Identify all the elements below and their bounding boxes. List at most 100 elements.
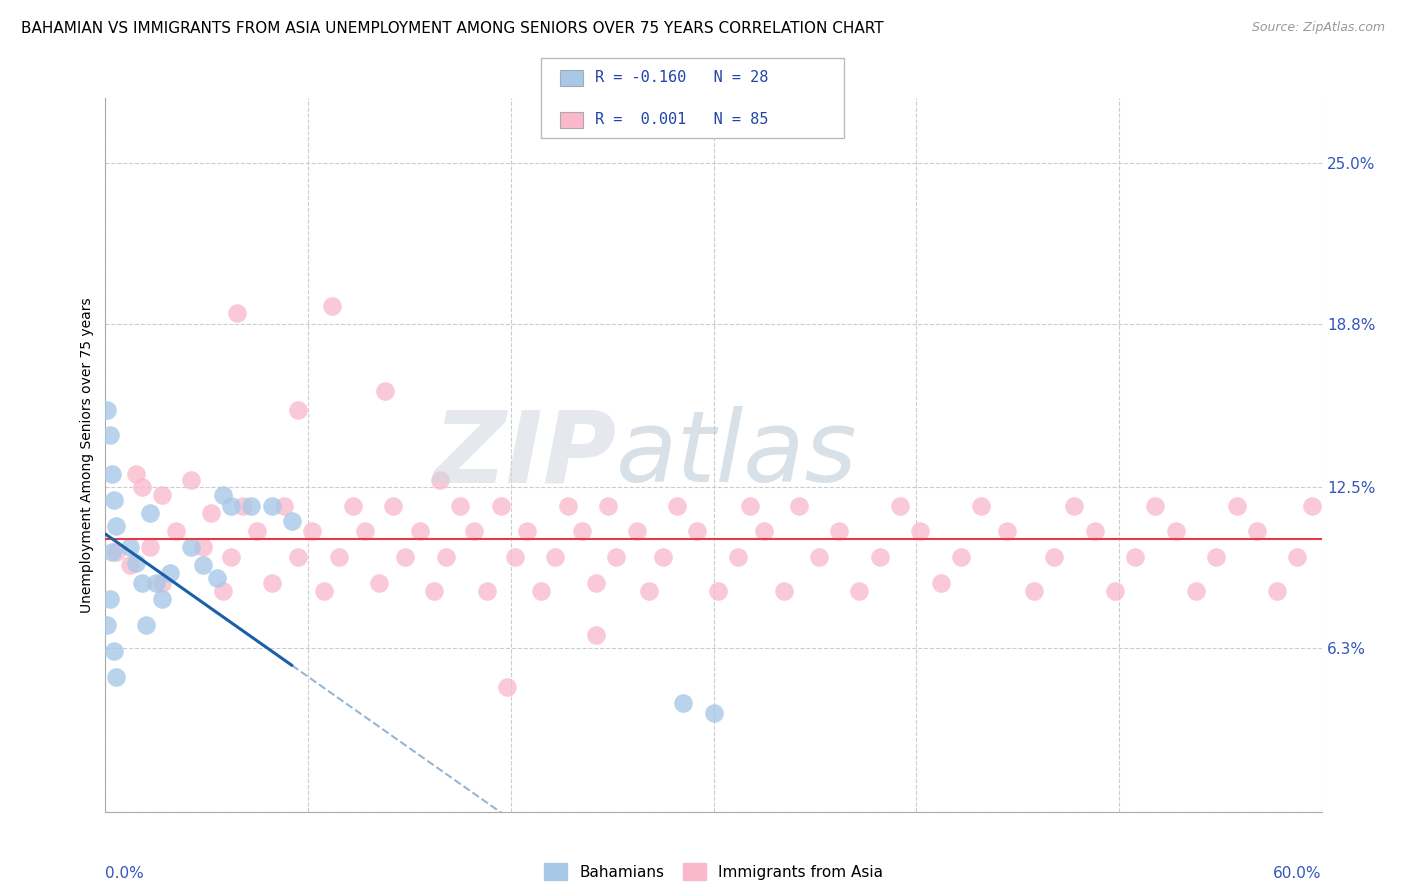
Point: [828, 524, 851, 539]
Legend: Bahamians, Immigrants from Asia: Bahamians, Immigrants from Asia: [538, 857, 889, 886]
Point: [260, 576, 283, 591]
Point: [104, 519, 127, 533]
Point: [598, 499, 620, 513]
Point: [666, 499, 689, 513]
Point: [180, 540, 202, 554]
Point: [96, 402, 118, 417]
Point: [1123, 550, 1146, 565]
Point: [139, 540, 162, 554]
Text: R =  0.001   N = 85: R = 0.001 N = 85: [595, 112, 768, 127]
Point: [139, 506, 162, 520]
Point: [219, 499, 242, 513]
Point: [240, 499, 263, 513]
Point: [475, 584, 498, 599]
Point: [287, 550, 309, 565]
Point: [557, 499, 579, 513]
Point: [503, 550, 526, 565]
Y-axis label: Unemployment Among Seniors over 75 years: Unemployment Among Seniors over 75 years: [80, 297, 94, 613]
Point: [1084, 524, 1107, 539]
Point: [159, 566, 181, 580]
Point: [328, 550, 350, 565]
Point: [191, 558, 214, 573]
Point: [1063, 499, 1085, 513]
Point: [516, 524, 538, 539]
Point: [394, 550, 416, 565]
Point: [382, 499, 405, 513]
Point: [104, 670, 127, 684]
Point: [100, 545, 122, 559]
Point: [702, 706, 725, 720]
Point: [103, 493, 125, 508]
Text: R = -0.160   N = 28: R = -0.160 N = 28: [595, 70, 768, 85]
Point: [495, 680, 517, 694]
Point: [104, 545, 127, 559]
Point: [98, 591, 121, 606]
Point: [449, 499, 471, 513]
Text: ZIP: ZIP: [433, 407, 616, 503]
Point: [287, 402, 309, 417]
Point: [1144, 499, 1167, 513]
Point: [530, 584, 553, 599]
Point: [605, 550, 627, 565]
Point: [754, 524, 776, 539]
Point: [98, 428, 121, 442]
Point: [997, 524, 1019, 539]
Point: [301, 524, 323, 539]
Point: [150, 591, 173, 606]
Point: [787, 499, 810, 513]
Point: [150, 576, 173, 591]
Point: [354, 524, 377, 539]
Text: Source: ZipAtlas.com: Source: ZipAtlas.com: [1251, 21, 1385, 35]
Point: [368, 576, 391, 591]
Point: [489, 499, 512, 513]
Point: [1164, 524, 1187, 539]
Point: [131, 480, 153, 494]
Point: [1246, 524, 1268, 539]
Point: [637, 584, 659, 599]
Point: [1205, 550, 1227, 565]
Point: [571, 524, 593, 539]
Point: [807, 550, 830, 565]
Point: [212, 488, 235, 502]
Point: [226, 306, 249, 320]
Point: [314, 584, 336, 599]
Point: [205, 571, 228, 585]
Point: [429, 473, 451, 487]
Point: [585, 628, 607, 642]
Point: [910, 524, 932, 539]
Text: 60.0%: 60.0%: [1274, 866, 1322, 881]
Point: [180, 473, 202, 487]
Point: [408, 524, 430, 539]
Point: [219, 550, 242, 565]
Point: [281, 514, 304, 528]
Point: [191, 540, 214, 554]
Point: [246, 524, 269, 539]
Point: [773, 584, 796, 599]
Point: [544, 550, 567, 565]
Point: [1022, 584, 1045, 599]
Text: BAHAMIAN VS IMMIGRANTS FROM ASIA UNEMPLOYMENT AMONG SENIORS OVER 75 YEARS CORREL: BAHAMIAN VS IMMIGRANTS FROM ASIA UNEMPLO…: [21, 21, 884, 37]
Point: [165, 524, 187, 539]
Point: [706, 584, 728, 599]
Point: [96, 618, 118, 632]
Point: [1286, 550, 1309, 565]
Point: [970, 499, 993, 513]
Point: [1104, 584, 1126, 599]
Point: [848, 584, 870, 599]
Point: [626, 524, 648, 539]
Point: [212, 584, 235, 599]
Point: [118, 540, 141, 554]
Point: [651, 550, 673, 565]
Point: [342, 499, 364, 513]
Point: [434, 550, 457, 565]
Point: [131, 576, 153, 591]
Point: [273, 499, 295, 513]
Point: [738, 499, 761, 513]
Point: [1301, 499, 1323, 513]
Point: [949, 550, 972, 565]
Point: [125, 556, 148, 570]
Point: [869, 550, 891, 565]
Point: [585, 576, 607, 591]
Point: [100, 467, 122, 482]
Point: [423, 584, 446, 599]
